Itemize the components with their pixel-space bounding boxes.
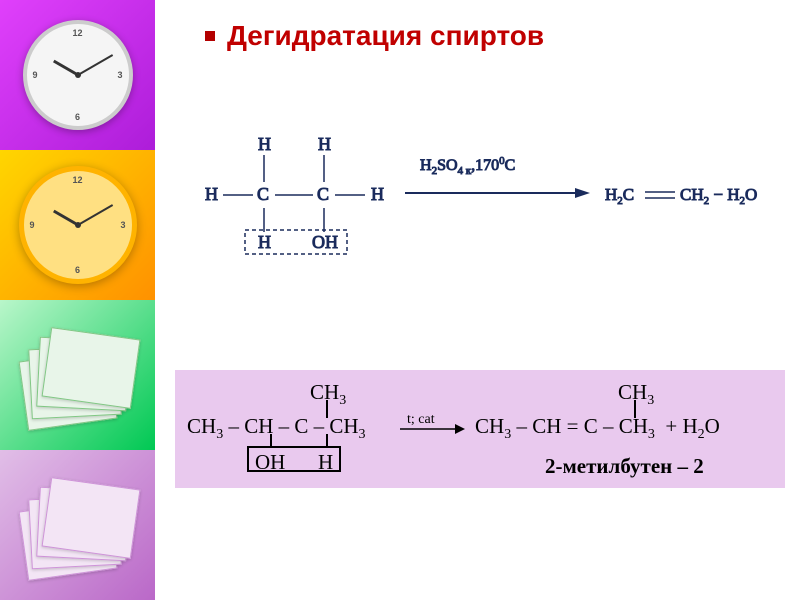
tile-clock-orange: 12369: [0, 150, 155, 300]
equation-2-panel: CH3 CH3 CH3 – CH – C – CH3 t; cat CH3 – …: [175, 370, 785, 488]
atom-oh: OH: [312, 232, 338, 252]
atom-c: C: [317, 184, 329, 204]
tile-clock-magenta: 12369: [0, 0, 155, 150]
product-formula: CH3 – CH = C – CH3 + H2O: [475, 412, 800, 445]
branch-ch3: CH3: [618, 378, 800, 411]
atom-h: H: [318, 134, 331, 154]
atom-h: H: [258, 232, 271, 252]
product-right: CH2 − H2O: [680, 185, 757, 207]
tile-papers-green: [0, 300, 155, 450]
clock-icon: 12369: [19, 166, 137, 284]
product-left: H2C: [605, 185, 634, 207]
slide-title: Дегидратация спиртов: [227, 20, 544, 52]
atom-h: H: [205, 184, 218, 204]
tile-papers-lilac: [0, 450, 155, 600]
bullet-icon: [205, 31, 215, 41]
atom-h: H: [258, 134, 271, 154]
clock-icon: 12369: [23, 20, 133, 130]
main-content: Дегидратация спиртов H C H H C H: [155, 0, 800, 600]
title-row: Дегидратация спиртов: [205, 20, 544, 52]
papers-icon: [18, 325, 138, 425]
sidebar-tiles: 12369 12369: [0, 0, 155, 600]
catalyst-label: H2SO4 к,1700C: [420, 155, 515, 177]
equation-1: H C H H C H OH H: [195, 130, 775, 260]
product-name: 2-метилбутен – 2: [545, 452, 800, 481]
arrow-icon: [400, 422, 465, 436]
atom-h: H: [371, 184, 384, 204]
papers-icon: [18, 475, 138, 575]
atom-c: C: [257, 184, 269, 204]
arrow-icon: [575, 188, 590, 198]
equation-2: CH3 CH3 CH3 – CH – C – CH3 t; cat CH3 – …: [175, 370, 785, 488]
